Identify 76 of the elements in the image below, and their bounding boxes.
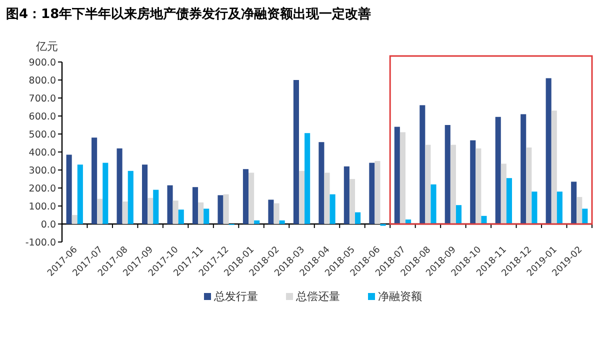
bar bbox=[254, 220, 260, 224]
bar bbox=[298, 170, 305, 224]
bar bbox=[128, 170, 134, 224]
bar bbox=[546, 78, 552, 224]
bar bbox=[248, 172, 254, 224]
bar bbox=[324, 172, 330, 224]
bar bbox=[344, 166, 350, 224]
bar bbox=[349, 179, 356, 224]
bar bbox=[481, 216, 487, 224]
bar bbox=[142, 164, 148, 224]
y-tick-label: 0.0 bbox=[40, 220, 56, 230]
bar bbox=[506, 178, 512, 224]
bar bbox=[274, 203, 280, 224]
legend-label: 总发行量 bbox=[213, 290, 258, 303]
bar bbox=[304, 133, 310, 224]
bar bbox=[520, 114, 526, 224]
y-tick-label: 200.0 bbox=[28, 184, 56, 194]
bar bbox=[122, 202, 128, 224]
bar bbox=[551, 110, 557, 224]
bar bbox=[97, 198, 103, 224]
y-tick-label: 900.0 bbox=[28, 58, 56, 68]
y-tick-label: 600.0 bbox=[28, 112, 56, 122]
y-tick-label: 100.0 bbox=[28, 202, 56, 212]
bar bbox=[500, 164, 506, 224]
bar bbox=[66, 154, 72, 224]
bar bbox=[495, 116, 501, 224]
bar bbox=[374, 161, 380, 224]
bar bbox=[198, 202, 204, 224]
bar bbox=[330, 194, 336, 224]
bar bbox=[293, 80, 299, 224]
bar bbox=[444, 125, 450, 224]
bar bbox=[279, 220, 285, 224]
bar bbox=[116, 148, 122, 224]
y-tick-label: 800.0 bbox=[28, 76, 56, 86]
bar bbox=[576, 197, 582, 224]
bar bbox=[355, 212, 361, 224]
bar bbox=[153, 190, 159, 224]
bar bbox=[92, 138, 98, 224]
y-axis-title: 亿元 bbox=[35, 40, 58, 53]
bar bbox=[430, 184, 436, 224]
legend-label: 净融资额 bbox=[378, 290, 422, 303]
legend-label: 总偿还量 bbox=[295, 290, 340, 303]
bar bbox=[526, 148, 532, 224]
bar bbox=[425, 144, 431, 224]
bar bbox=[556, 192, 562, 224]
bar bbox=[204, 208, 210, 224]
bar bbox=[77, 164, 83, 224]
bar bbox=[532, 192, 538, 224]
bar bbox=[571, 182, 577, 224]
y-tick-label: 300.0 bbox=[28, 166, 56, 176]
bar bbox=[369, 162, 375, 224]
bar bbox=[420, 105, 426, 224]
bar bbox=[102, 162, 108, 224]
bar bbox=[172, 200, 178, 224]
bar bbox=[476, 148, 482, 224]
bar bbox=[192, 187, 198, 224]
y-tick-label: 400.0 bbox=[28, 148, 56, 158]
bar bbox=[167, 185, 173, 224]
chart-title: 图4：18年下半年以来房地产债券发行及净融资额出现一定改善 bbox=[6, 6, 372, 22]
bar bbox=[400, 132, 406, 224]
bar bbox=[148, 198, 154, 224]
bar bbox=[242, 169, 249, 224]
bar bbox=[456, 205, 462, 224]
y-tick-label: 700.0 bbox=[28, 94, 56, 104]
bar bbox=[394, 126, 400, 224]
bar bbox=[450, 144, 456, 224]
y-tick-label: 500.0 bbox=[28, 130, 56, 140]
bar bbox=[72, 215, 78, 224]
bar bbox=[218, 195, 224, 224]
bar bbox=[318, 142, 324, 224]
bar bbox=[178, 210, 184, 224]
bar bbox=[582, 208, 588, 224]
y-tick-label: -100.0 bbox=[25, 238, 56, 248]
bar bbox=[470, 140, 476, 224]
bar bbox=[223, 194, 229, 224]
bar bbox=[268, 200, 274, 224]
